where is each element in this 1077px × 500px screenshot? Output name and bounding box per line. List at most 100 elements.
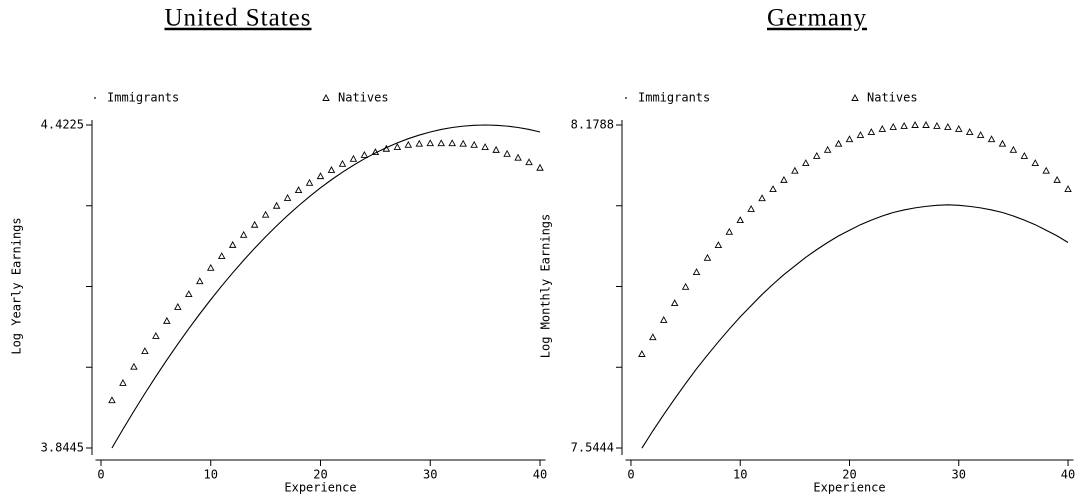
triangle-marker bbox=[174, 302, 182, 310]
triangle-marker bbox=[382, 144, 391, 152]
triangle-marker bbox=[239, 230, 248, 238]
x-tick-label: 20 bbox=[842, 468, 856, 482]
x-axis-label: Experience bbox=[284, 481, 356, 495]
triangle-marker bbox=[360, 150, 369, 158]
triangle-marker bbox=[217, 252, 226, 259]
legend-label: Natives bbox=[867, 91, 918, 105]
triangle-marker bbox=[305, 178, 314, 186]
x-tick-label: 40 bbox=[533, 468, 547, 482]
triangle-marker bbox=[393, 143, 402, 151]
triangle-marker bbox=[867, 128, 876, 135]
triangle-marker bbox=[448, 139, 456, 147]
triangle-marker bbox=[404, 140, 413, 148]
triangle-marker bbox=[327, 166, 336, 173]
triangle-marker bbox=[736, 216, 744, 224]
triangle-marker bbox=[944, 122, 952, 130]
triangle-marker bbox=[965, 128, 974, 135]
triangle-marker bbox=[802, 159, 810, 167]
triangle-marker bbox=[692, 268, 701, 275]
triangle-marker bbox=[856, 131, 865, 139]
triangle-marker bbox=[349, 154, 358, 162]
triangle-marker bbox=[780, 175, 788, 183]
triangle-marker bbox=[119, 378, 127, 386]
triangle-marker bbox=[1053, 175, 1061, 183]
legend-marker bbox=[851, 94, 859, 101]
triangle-marker bbox=[670, 299, 679, 307]
triangle-marker bbox=[415, 139, 424, 147]
x-tick-label: 10 bbox=[204, 468, 218, 482]
triangle-marker bbox=[1031, 159, 1040, 167]
triangle-marker bbox=[470, 140, 478, 148]
triangle-marker bbox=[481, 143, 489, 151]
triangle-marker bbox=[747, 204, 755, 212]
x-tick-label: 0 bbox=[97, 468, 104, 482]
triangle-marker bbox=[492, 145, 500, 153]
triangle-marker bbox=[503, 149, 511, 157]
triangle-marker bbox=[681, 282, 690, 290]
triangle-marker bbox=[338, 159, 347, 167]
series-line bbox=[641, 204, 1069, 449]
triangle-marker bbox=[823, 145, 832, 153]
triangle-marker bbox=[998, 139, 1007, 147]
triangle-marker bbox=[525, 158, 533, 166]
chart-title: United States bbox=[164, 5, 311, 32]
triangle-marker bbox=[316, 172, 325, 180]
triangle-marker bbox=[889, 122, 897, 130]
triangle-marker bbox=[130, 362, 138, 370]
triangle-marker bbox=[283, 193, 292, 201]
triangle-marker bbox=[812, 152, 821, 159]
triangle-marker bbox=[649, 333, 657, 341]
triangle-marker bbox=[272, 201, 281, 209]
x-axis-label: Experience bbox=[813, 481, 885, 495]
triangle-marker bbox=[638, 350, 646, 357]
y-tick-label: 8.1788 bbox=[571, 118, 614, 132]
triangle-marker bbox=[514, 153, 522, 161]
triangle-marker bbox=[659, 315, 668, 323]
triangle-marker bbox=[250, 220, 259, 228]
triangle-marker bbox=[758, 194, 766, 202]
x-tick-label: 0 bbox=[627, 468, 634, 482]
chart-title: Germany bbox=[767, 5, 867, 32]
x-tick-label: 20 bbox=[313, 468, 327, 482]
triangle-marker bbox=[987, 135, 996, 143]
x-tick-label: 10 bbox=[733, 468, 747, 482]
triangle-marker bbox=[791, 166, 799, 174]
triangle-marker bbox=[294, 186, 303, 194]
triangle-marker bbox=[1009, 145, 1018, 153]
legend-label: Immigrants bbox=[107, 91, 179, 105]
triangle-marker bbox=[976, 131, 985, 139]
triangle-marker bbox=[152, 332, 160, 339]
y-tick-label: 7.5444 bbox=[571, 441, 614, 455]
y-axis-label: Log Yearly Earnings bbox=[10, 217, 24, 354]
x-tick-label: 30 bbox=[952, 468, 966, 482]
triangle-marker bbox=[769, 185, 777, 193]
triangle-marker bbox=[911, 121, 919, 128]
triangle-marker bbox=[955, 125, 963, 132]
legend-label: Natives bbox=[338, 91, 389, 105]
triangle-marker bbox=[900, 121, 908, 129]
y-tick-label: 3.8445 bbox=[41, 441, 84, 455]
triangle-marker bbox=[108, 396, 116, 404]
triangle-marker bbox=[1042, 166, 1050, 174]
triangle-marker bbox=[228, 240, 237, 248]
y-axis-label: Log Monthly Earnings bbox=[539, 214, 553, 359]
triangle-marker bbox=[163, 316, 171, 324]
triangle-marker bbox=[371, 148, 380, 156]
triangle-marker bbox=[714, 241, 723, 249]
triangle-marker bbox=[426, 139, 435, 147]
triangle-marker bbox=[725, 227, 734, 235]
triangle-marker bbox=[1064, 185, 1072, 193]
x-tick-label: 30 bbox=[423, 468, 437, 482]
legend-marker bbox=[94, 97, 96, 99]
triangle-marker bbox=[261, 210, 270, 218]
triangle-marker bbox=[845, 135, 854, 143]
y-tick-label: 4.4225 bbox=[41, 118, 84, 132]
triangle-marker bbox=[206, 263, 215, 271]
legend-marker bbox=[625, 97, 627, 99]
triangle-marker bbox=[834, 139, 843, 147]
x-tick-label: 40 bbox=[1061, 468, 1075, 482]
triangle-marker bbox=[922, 121, 930, 128]
triangle-marker bbox=[185, 290, 193, 297]
triangle-marker bbox=[141, 347, 149, 354]
